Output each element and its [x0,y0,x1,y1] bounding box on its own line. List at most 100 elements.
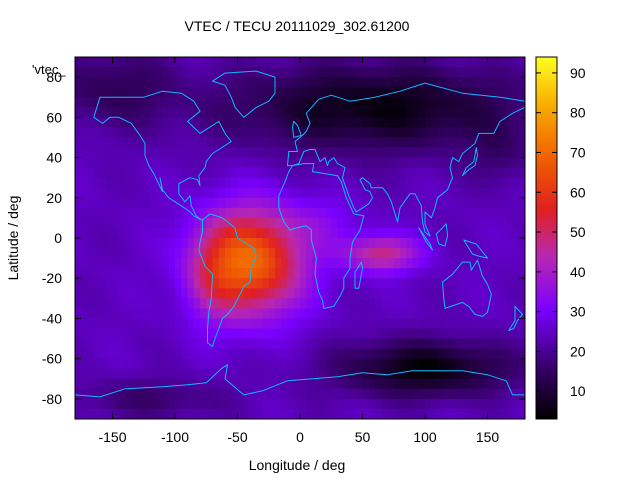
heatmap-cell [137,67,145,78]
heatmap-cell [331,117,339,128]
heatmap-cell [287,378,295,390]
heatmap-cell [187,348,195,360]
heatmap-cell [75,308,82,320]
heatmap-cell [150,348,157,360]
heatmap-cell [487,137,495,149]
heatmap-cell [437,77,445,88]
heatmap-cell [375,258,382,269]
heatmap-cell [481,177,489,189]
heatmap-cell [475,157,482,169]
heatmap-cell [500,227,507,239]
heatmap-cell [400,298,407,309]
heatmap-cell [343,97,351,108]
heatmap-cell [81,318,89,330]
heatmap-cell [406,107,414,118]
heatmap-cell [293,308,301,320]
heatmap-cell [487,67,495,78]
heatmap-cell [212,227,220,239]
heatmap-cell [168,57,176,68]
heatmap-cell [162,117,170,128]
heatmap-cell [118,328,126,340]
heatmap-cell [200,127,207,139]
colorbar-tick-label: 10 [570,383,586,399]
heatmap-cell [131,177,139,189]
heatmap-cell [468,187,476,199]
heatmap-cell [356,197,364,209]
y-tick-label: -80 [42,391,62,407]
heatmap-cell [362,157,370,169]
heatmap-cell [237,278,245,289]
heatmap-cell [250,288,257,299]
heatmap-cell [462,268,470,279]
heatmap-cell [300,127,307,139]
heatmap-cell [325,67,332,78]
heatmap-cell [487,378,495,390]
heatmap-cell [443,77,451,88]
heatmap-cell [431,157,439,169]
heatmap-cell [212,318,220,330]
heatmap-cell [350,167,357,179]
heatmap-cell [212,408,220,419]
heatmap-cell [356,328,364,340]
heatmap-cell [418,338,426,350]
heatmap-cell [250,177,257,189]
heatmap-cell [381,298,389,309]
heatmap-cell [75,398,82,410]
heatmap-cell [456,57,464,68]
heatmap-cell [112,328,120,340]
heatmap-cell [225,207,232,219]
heatmap-cell [237,167,245,179]
heatmap-cell [268,137,276,149]
heatmap-cell [231,207,239,219]
heatmap-cell [387,338,395,350]
heatmap-cell [262,167,270,179]
heatmap-cell [181,177,189,189]
heatmap-cell [150,177,157,189]
heatmap-cell [293,318,301,330]
heatmap-cell [300,238,307,249]
heatmap-cell [318,67,326,78]
heatmap-cell [181,298,189,309]
heatmap-cell [431,127,439,139]
heatmap-cell [106,408,114,419]
heatmap-cell [506,117,514,128]
heatmap-cell [343,258,351,269]
heatmap-cell [306,137,314,149]
heatmap-cell [162,137,170,149]
heatmap-cell [375,318,382,330]
heatmap-cell [181,238,189,249]
heatmap-cell [462,318,470,330]
heatmap-cell [450,147,457,159]
heatmap-cell [206,77,214,88]
heatmap-cell [318,348,326,360]
heatmap-cell [318,338,326,350]
heatmap-cell [506,157,514,169]
heatmap-cell [200,67,207,78]
heatmap-cell [106,117,114,128]
heatmap-cell [106,238,114,249]
heatmap-cell [300,398,307,410]
heatmap-cell [350,227,357,239]
heatmap-cell [231,288,239,299]
heatmap-cell [312,288,320,299]
heatmap-cell [118,57,126,68]
heatmap-cell [493,338,501,350]
heatmap-cell [125,258,132,269]
heatmap-cell [487,187,495,199]
heatmap-cell [475,197,482,209]
heatmap-cell [425,67,432,78]
heatmap-cell [256,248,264,259]
heatmap-cell [187,248,195,259]
heatmap-cell [193,408,201,419]
heatmap-cell [256,147,264,159]
heatmap-cell [418,378,426,390]
heatmap-cell [200,288,207,299]
heatmap-cell [468,147,476,159]
heatmap-cell [206,197,214,209]
heatmap-cell [493,217,501,229]
heatmap-cell [175,388,182,400]
heatmap-cell [331,308,339,320]
heatmap-cell [325,197,332,209]
heatmap-cell [493,388,501,400]
heatmap-cell [168,167,176,179]
